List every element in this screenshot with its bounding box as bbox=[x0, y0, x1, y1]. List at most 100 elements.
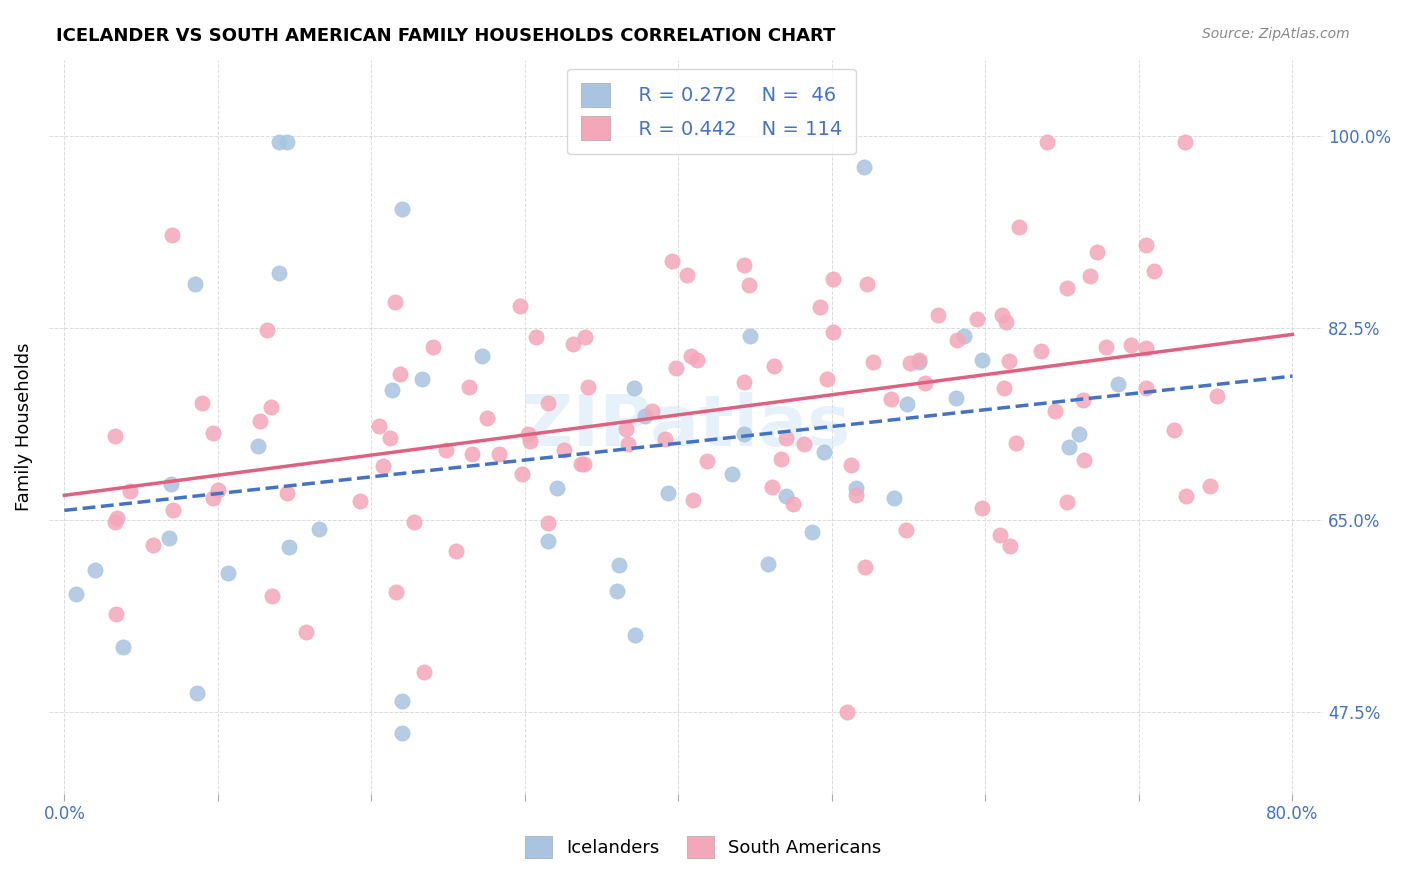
Point bbox=[813, 445, 835, 459]
Point bbox=[112, 640, 135, 655]
Point bbox=[384, 295, 406, 310]
Point bbox=[349, 493, 371, 508]
Point bbox=[1143, 264, 1166, 278]
Point bbox=[782, 497, 804, 511]
Point bbox=[676, 268, 699, 282]
Point bbox=[998, 354, 1021, 368]
Point bbox=[1056, 495, 1078, 509]
Point bbox=[793, 437, 815, 451]
Point bbox=[624, 627, 647, 641]
Point bbox=[775, 489, 797, 503]
Legend:   R = 0.272    N =  46,   R = 0.442    N = 114: R = 0.272 N = 46, R = 0.442 N = 114 bbox=[568, 70, 856, 153]
Point bbox=[614, 422, 637, 436]
Point bbox=[733, 375, 755, 389]
Point bbox=[411, 371, 433, 385]
Point bbox=[422, 340, 444, 354]
Point bbox=[519, 434, 541, 448]
Point bbox=[569, 457, 592, 471]
Point bbox=[914, 376, 936, 390]
Point bbox=[162, 503, 184, 517]
Point bbox=[389, 367, 412, 381]
Point bbox=[821, 325, 844, 339]
Point bbox=[201, 426, 224, 441]
Point bbox=[537, 516, 560, 530]
Point bbox=[738, 329, 761, 343]
Point bbox=[385, 585, 408, 599]
Point bbox=[908, 352, 931, 367]
Point bbox=[572, 457, 595, 471]
Point bbox=[1135, 238, 1157, 252]
Point bbox=[509, 299, 531, 313]
Point bbox=[679, 349, 702, 363]
Point bbox=[894, 523, 917, 537]
Point bbox=[553, 442, 575, 457]
Point bbox=[988, 527, 1011, 541]
Point bbox=[391, 726, 413, 740]
Point bbox=[953, 329, 976, 343]
Point bbox=[105, 510, 128, 524]
Text: ZIPatlas: ZIPatlas bbox=[522, 392, 851, 461]
Point bbox=[966, 312, 988, 326]
Point bbox=[686, 352, 709, 367]
Point bbox=[201, 491, 224, 505]
Point bbox=[157, 531, 180, 545]
Point bbox=[368, 419, 391, 434]
Point bbox=[1119, 338, 1142, 352]
Point bbox=[381, 383, 404, 397]
Point bbox=[1135, 341, 1157, 355]
Point bbox=[105, 607, 128, 622]
Point bbox=[993, 381, 1015, 395]
Point bbox=[607, 558, 630, 572]
Point bbox=[278, 540, 301, 554]
Point bbox=[477, 410, 499, 425]
Point bbox=[1000, 539, 1022, 553]
Point bbox=[733, 258, 755, 272]
Point bbox=[260, 589, 283, 603]
Point bbox=[880, 392, 903, 406]
Point bbox=[761, 480, 783, 494]
Point bbox=[927, 309, 949, 323]
Point bbox=[657, 486, 679, 500]
Point bbox=[623, 381, 645, 395]
Point bbox=[800, 524, 823, 539]
Point bbox=[1135, 381, 1157, 395]
Point bbox=[972, 500, 994, 515]
Point bbox=[1094, 340, 1116, 354]
Point bbox=[1029, 344, 1052, 359]
Point bbox=[845, 488, 868, 502]
Point bbox=[574, 330, 596, 344]
Point bbox=[269, 266, 291, 280]
Point bbox=[808, 300, 831, 314]
Point bbox=[815, 372, 838, 386]
Point bbox=[1078, 269, 1101, 284]
Point bbox=[256, 323, 278, 337]
Point bbox=[898, 356, 921, 370]
Point bbox=[738, 277, 761, 292]
Point bbox=[756, 558, 779, 572]
Point bbox=[160, 227, 183, 242]
Point bbox=[1056, 281, 1078, 295]
Point bbox=[1069, 427, 1091, 442]
Point bbox=[512, 467, 534, 482]
Point bbox=[665, 360, 688, 375]
Point bbox=[633, 409, 655, 423]
Point bbox=[762, 359, 785, 373]
Point bbox=[883, 491, 905, 506]
Point bbox=[412, 665, 434, 679]
Point bbox=[1073, 453, 1095, 467]
Point bbox=[862, 355, 884, 369]
Point bbox=[471, 349, 494, 363]
Point bbox=[696, 454, 718, 468]
Point bbox=[104, 515, 127, 529]
Point bbox=[1205, 389, 1227, 403]
Point bbox=[853, 560, 876, 574]
Point bbox=[294, 625, 316, 640]
Point bbox=[661, 254, 683, 268]
Point bbox=[461, 447, 484, 461]
Point bbox=[1008, 220, 1031, 235]
Point bbox=[1036, 135, 1059, 149]
Point bbox=[1043, 404, 1066, 418]
Point bbox=[269, 135, 291, 149]
Point bbox=[276, 135, 298, 149]
Point bbox=[855, 277, 877, 292]
